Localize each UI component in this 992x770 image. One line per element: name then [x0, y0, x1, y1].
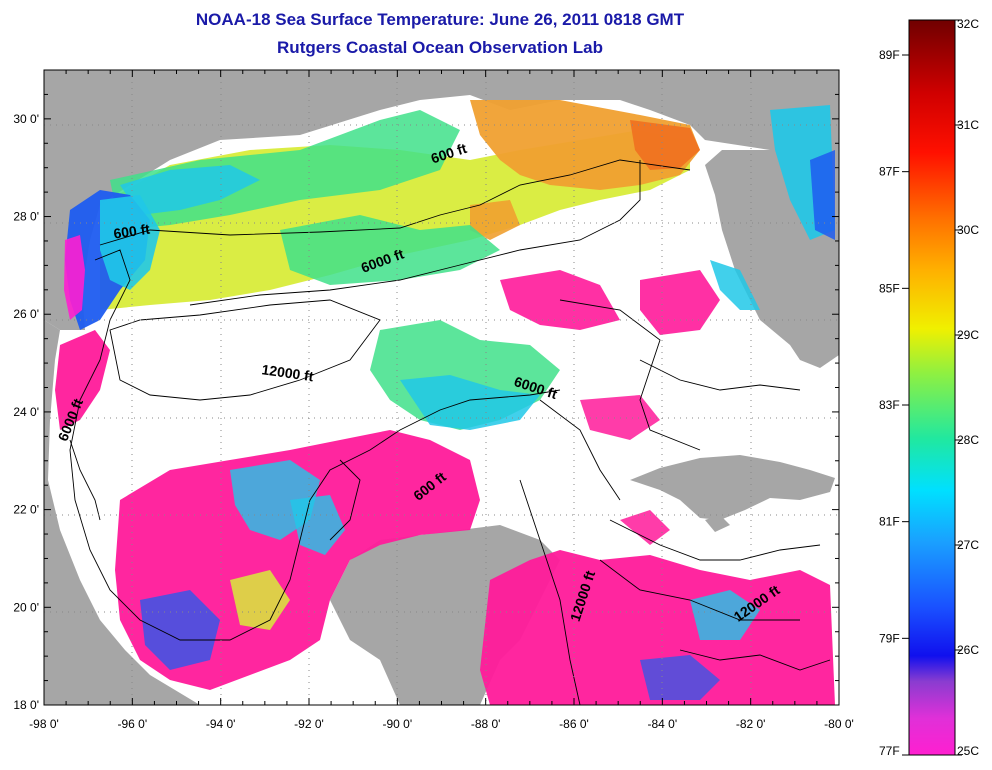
celsius-label: 26C	[957, 643, 979, 657]
contour-label: 600 ft	[112, 221, 151, 242]
celsius-label: 30C	[957, 223, 979, 237]
latitude-label: 22 0'	[13, 503, 39, 517]
longitude-label: -92 0'	[294, 717, 324, 731]
celsius-label: 31C	[957, 118, 979, 132]
celsius-label: 32C	[957, 17, 979, 31]
land-isle-of-youth	[705, 515, 730, 532]
longitude-label: -96 0'	[118, 717, 148, 731]
longitude-label: -90 0'	[383, 717, 413, 731]
land-mexico-west	[44, 320, 200, 705]
latitude-label: 26 0'	[13, 307, 39, 321]
map-ticks	[43, 69, 840, 706]
latitude-label: 20 0'	[13, 600, 39, 614]
latitude-label: 18 0'	[13, 698, 39, 712]
longitude-label: -88 0'	[471, 717, 501, 731]
longitude-label: -84 0'	[648, 717, 678, 731]
longitude-label: -82 0'	[736, 717, 766, 731]
map-title: NOAA-18 Sea Surface Temperature: June 26…	[195, 10, 685, 29]
fahrenheit-label: 77F	[879, 744, 900, 758]
contour-label: 12000 ft	[261, 361, 315, 384]
celsius-label: 27C	[957, 538, 979, 552]
longitude-label: -94 0'	[206, 717, 236, 731]
longitude-label: -86 0'	[559, 717, 589, 731]
sst-imagery	[55, 100, 835, 705]
land-cuba	[630, 455, 835, 520]
colorbar-fahrenheit-labels: 77F 79F 81F 83F 85F 87F 89F	[879, 48, 900, 758]
longitude-label: -80 0'	[824, 717, 854, 731]
fahrenheit-label: 81F	[879, 515, 900, 529]
latitude-label: 30 0'	[13, 112, 39, 126]
colorbar-ticks	[902, 19, 962, 756]
colorbar-celsius-labels: 25C 26C 27C 28C 29C 30C 31C 32C	[957, 17, 979, 758]
latitude-label: 28 0'	[13, 210, 39, 224]
fahrenheit-label: 87F	[879, 165, 900, 179]
celsius-label: 29C	[957, 328, 979, 342]
map-subtitle: Rutgers Coastal Ocean Observation Lab	[277, 38, 603, 57]
fahrenheit-label: 83F	[879, 398, 900, 412]
colorbar	[908, 19, 956, 756]
land-yucatan	[330, 525, 560, 705]
celsius-label: 28C	[957, 433, 979, 447]
fahrenheit-label: 89F	[879, 48, 900, 62]
celsius-label: 25C	[957, 744, 979, 758]
fahrenheit-label: 85F	[879, 281, 900, 295]
fahrenheit-label: 79F	[879, 631, 900, 645]
longitude-label: -98 0'	[29, 717, 59, 731]
bathymetry-contours	[69, 159, 831, 705]
latitude-labels: 18 0' 20 0' 22 0' 24 0' 26 0' 28 0' 30 0'	[13, 112, 39, 712]
longitude-labels: -98 0' -96 0' -94 0' -92 0' -90 0' -88 0' -86 …	[29, 717, 854, 731]
land-us-gulf-coast	[44, 70, 839, 368]
latitude-label: 24 0'	[13, 405, 39, 419]
graticule	[44, 70, 839, 705]
